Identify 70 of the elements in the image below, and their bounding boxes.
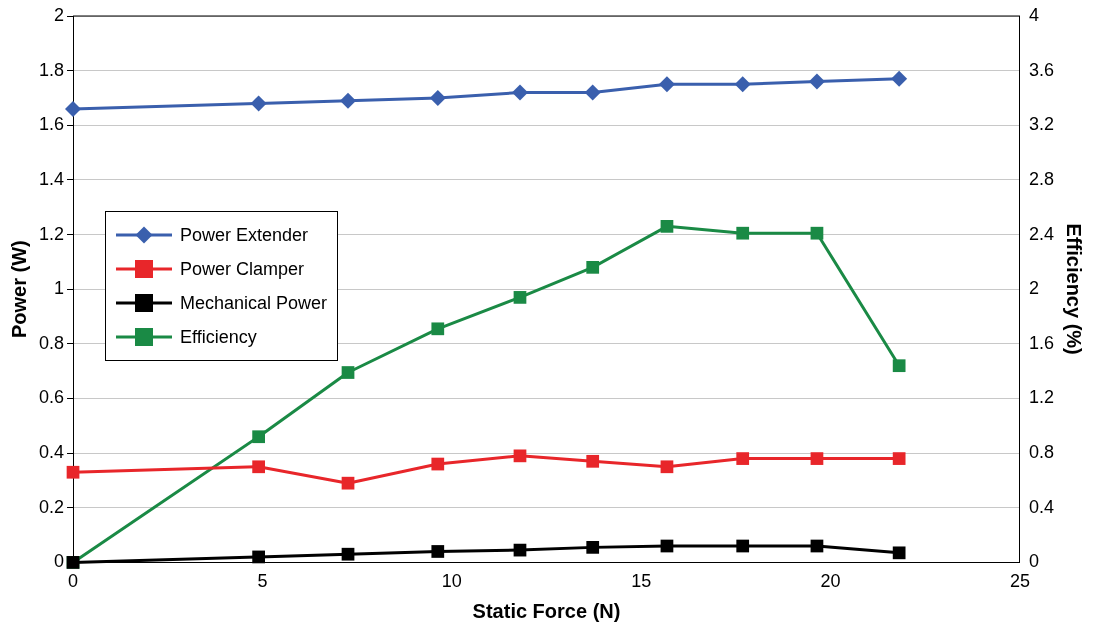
- point: [736, 226, 750, 240]
- point: [429, 89, 446, 106]
- point: [892, 359, 906, 373]
- y-tick-label: 0: [54, 551, 65, 572]
- point: [513, 291, 527, 304]
- point: [513, 449, 527, 463]
- point: [341, 547, 355, 561]
- point: [586, 260, 600, 274]
- x-tick-label: 25: [1009, 571, 1030, 592]
- point: [660, 460, 674, 474]
- y2-tick-label: 4: [1028, 4, 1039, 25]
- point: [252, 550, 265, 564]
- point: [810, 452, 824, 465]
- y2-tick-label: 0.8: [1028, 442, 1055, 463]
- point: [734, 76, 751, 93]
- point: [892, 546, 906, 560]
- y-tick-label: 1.4: [38, 168, 65, 189]
- legend-label: Mechanical Power: [180, 292, 328, 314]
- y-tick-label: 2: [54, 4, 65, 25]
- point: [892, 452, 906, 465]
- y-tick-label: 1.8: [38, 59, 65, 80]
- y-tick-label: 1.2: [38, 223, 65, 244]
- point: [431, 545, 445, 558]
- point: [660, 220, 674, 233]
- point: [252, 430, 265, 444]
- y2-tick-label: 1.6: [1028, 332, 1055, 353]
- point: [891, 70, 908, 87]
- point: [431, 322, 445, 336]
- y2-tick-label: 2.8: [1028, 168, 1055, 189]
- x-tick-label: 10: [441, 571, 462, 592]
- y-tick-label: 1: [54, 278, 65, 299]
- point: [808, 73, 825, 90]
- legend-label: Efficiency: [180, 326, 257, 348]
- point: [736, 539, 750, 553]
- point: [658, 76, 675, 93]
- y2-axis-title: Efficiency (%): [1063, 223, 1086, 355]
- legend-label: Power Extender: [180, 224, 309, 246]
- y-tick-label: 1.6: [38, 114, 65, 135]
- x-axis-title: Static Force (N): [472, 599, 621, 622]
- point: [431, 457, 445, 471]
- y2-tick-label: 0: [1028, 551, 1039, 572]
- y-axis-title: Power (W): [7, 240, 30, 339]
- y2-tick-label: 0.4: [1028, 496, 1055, 517]
- y-tick-label: 0.6: [38, 387, 65, 408]
- y-tick-label: 0.8: [38, 332, 65, 353]
- y2-tick-label: 3.6: [1028, 59, 1055, 80]
- x-tick-label: 20: [820, 571, 841, 592]
- point: [65, 100, 82, 117]
- x-tick-label: 5: [257, 571, 268, 592]
- point: [341, 366, 355, 379]
- y-tick-label: 0.2: [38, 496, 65, 517]
- x-tick-label: 15: [631, 571, 652, 592]
- legend-label: Power Clamper: [180, 258, 305, 280]
- point: [341, 476, 355, 490]
- y-tick-label: 0.4: [38, 442, 65, 463]
- point: [810, 226, 824, 240]
- y2-tick-label: 3.2: [1028, 114, 1055, 135]
- y2-tick-label: 2.4: [1028, 223, 1055, 244]
- point: [586, 454, 600, 468]
- y2-tick-label: 1.2: [1028, 387, 1055, 408]
- point: [250, 95, 267, 112]
- point: [340, 92, 357, 109]
- point: [252, 460, 265, 474]
- y2-tick-label: 2: [1028, 278, 1039, 299]
- point: [736, 452, 750, 465]
- point: [584, 84, 601, 101]
- point: [586, 541, 600, 554]
- point: [66, 465, 80, 479]
- point: [511, 84, 528, 101]
- x-tick-label: 0: [68, 571, 79, 592]
